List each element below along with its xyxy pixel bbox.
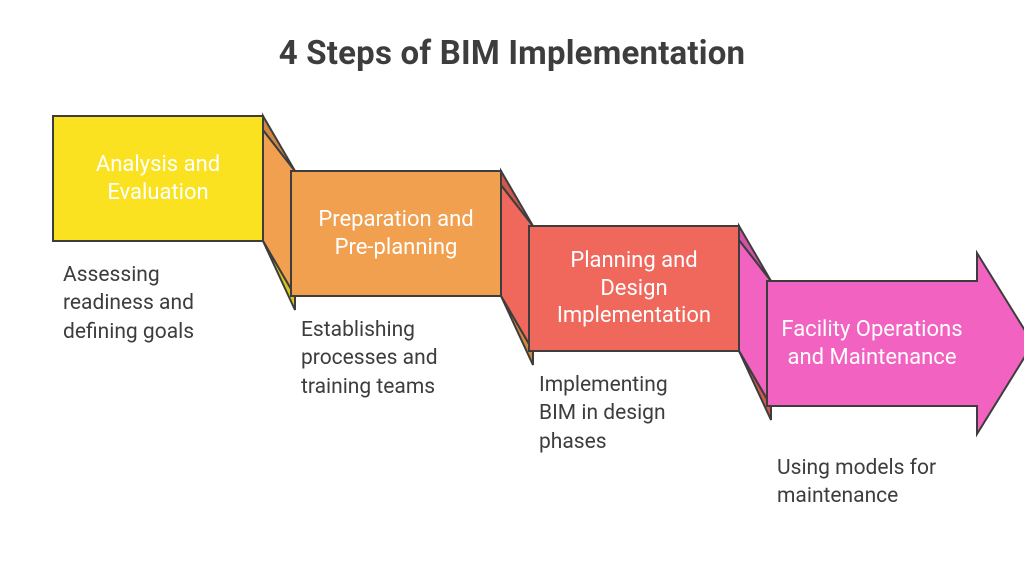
diagram-canvas: 4 Steps of BIM Implementation Analysis a… bbox=[0, 0, 1024, 576]
step-label-2: Preparation and Pre-planning bbox=[291, 171, 501, 296]
step-label-text-2: Preparation and Pre-planning bbox=[291, 206, 501, 261]
step-label-1: Analysis and Evaluation bbox=[53, 116, 263, 241]
step-label-3: Planning and Design Implementation bbox=[529, 226, 739, 351]
step-caption-3: Implementing BIM in design phases bbox=[539, 371, 704, 456]
step-label-text-4: Facility Operations and Maintenance bbox=[767, 316, 977, 371]
step-label-text-1: Analysis and Evaluation bbox=[53, 151, 263, 206]
step-label-text-3: Planning and Design Implementation bbox=[529, 247, 739, 330]
step-caption-1: Assessing readiness and defining goals bbox=[63, 261, 228, 346]
step-caption-2: Establishing processes and training team… bbox=[301, 316, 466, 401]
step-label-4: Facility Operations and Maintenance bbox=[767, 281, 977, 406]
step-caption-4: Using models for maintenance bbox=[777, 454, 942, 511]
